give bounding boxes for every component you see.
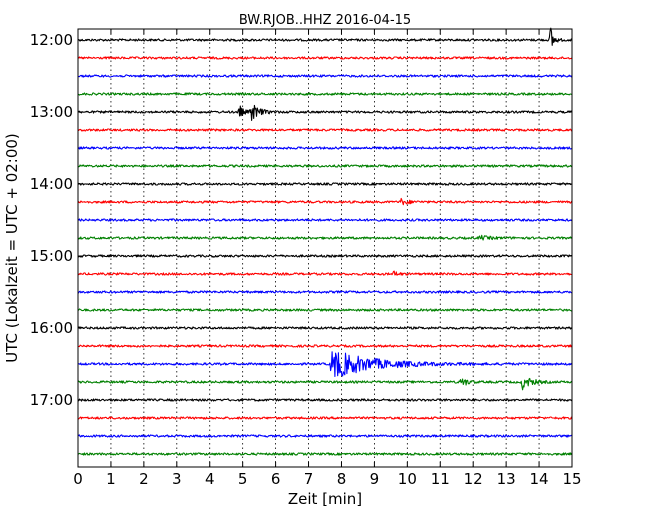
trace-1700	[77, 398, 573, 402]
x-tick-label: 10	[398, 470, 417, 488]
y-tick-label: 13:00	[30, 103, 73, 121]
x-tick-label: 4	[205, 470, 215, 488]
trace-1200	[77, 27, 572, 46]
grid-lines	[110, 29, 540, 467]
x-tick-label: 14	[530, 470, 549, 488]
x-tick-label: 8	[337, 470, 347, 488]
trace-1745	[77, 452, 573, 456]
trace-1315	[77, 128, 573, 132]
x-tick-label: 15	[562, 470, 581, 488]
trace-1415	[77, 197, 573, 206]
axis-ticks: 0 1 2 3 4 5 6 7 8 9 10 11 12 13 14 1512:0013:0014:0015:…	[30, 29, 582, 488]
x-tick-label: 6	[271, 470, 281, 488]
trace-1230	[77, 74, 573, 78]
y-tick-label: 12:00	[30, 31, 73, 49]
trace-1645	[77, 377, 573, 391]
x-tick-label: 7	[304, 470, 314, 488]
x-tick-label: 2	[139, 470, 149, 488]
trace-1615	[77, 344, 573, 348]
x-tick-label: 9	[370, 470, 380, 488]
trace-1430	[77, 218, 573, 222]
trace-1245	[77, 92, 573, 96]
trace-1345	[77, 164, 572, 168]
trace-1530	[77, 290, 573, 294]
x-tick-label: 0	[73, 470, 83, 488]
trace-1730	[77, 434, 573, 438]
x-tick-label: 13	[497, 470, 516, 488]
trace-series	[77, 27, 573, 456]
x-tick-label: 11	[431, 470, 450, 488]
x-tick-label: 1	[106, 470, 116, 488]
trace-1500	[77, 254, 573, 258]
x-tick-label: 12	[464, 470, 483, 488]
trace-1600	[77, 326, 573, 330]
x-tick-label: 3	[172, 470, 182, 488]
x-tick-label: 5	[238, 470, 248, 488]
trace-1300	[77, 104, 573, 121]
trace-1400	[77, 182, 573, 186]
trace-1330	[77, 146, 573, 150]
y-tick-label: 17:00	[30, 391, 73, 409]
trace-1545	[77, 308, 573, 312]
y-tick-label: 14:00	[30, 175, 73, 193]
trace-1445	[77, 234, 573, 241]
trace-1215	[77, 56, 573, 60]
trace-1715	[78, 416, 573, 420]
y-tick-label: 15:00	[30, 247, 73, 265]
plot-frame	[77, 28, 573, 468]
chart-title: BW.RJOB..HHZ 2016-04-15	[239, 13, 411, 28]
trace-1515	[77, 270, 573, 276]
y-axis-label: UTC (Lokalzeit = UTC + 02:00)	[3, 133, 21, 363]
y-tick-label: 16:00	[30, 319, 73, 337]
x-axis-label: Zeit [min]	[288, 490, 362, 508]
trace-1630	[77, 351, 573, 378]
